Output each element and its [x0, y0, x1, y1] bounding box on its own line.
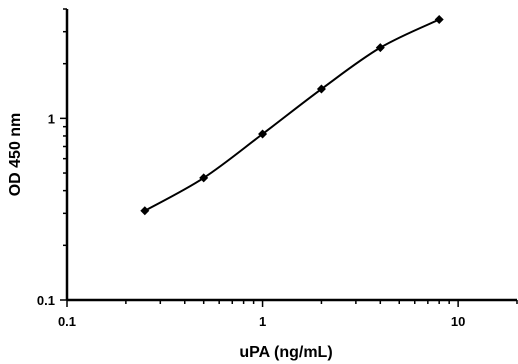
- data-point-marker: [434, 15, 444, 25]
- data-point-marker: [140, 206, 150, 216]
- y-tick-label: 1: [48, 111, 55, 126]
- data-point-marker: [258, 129, 268, 139]
- x-tick-label: 10: [451, 314, 465, 329]
- y-tick-label: 0.1: [37, 293, 55, 308]
- series-line: [144, 18, 440, 212]
- x-axis-title: uPA (ng/mL): [239, 344, 332, 361]
- data-point-marker: [375, 43, 385, 53]
- axes: 0.1 1 10 0.1 1: [37, 8, 518, 329]
- x-tick-label: 0.1: [58, 314, 76, 329]
- data-point-marker: [199, 173, 209, 183]
- plot-area: [140, 15, 444, 216]
- y-axis-title: OD 450 nm: [7, 113, 24, 197]
- data-point-marker: [316, 84, 326, 94]
- x-tick-label: 1: [259, 314, 266, 329]
